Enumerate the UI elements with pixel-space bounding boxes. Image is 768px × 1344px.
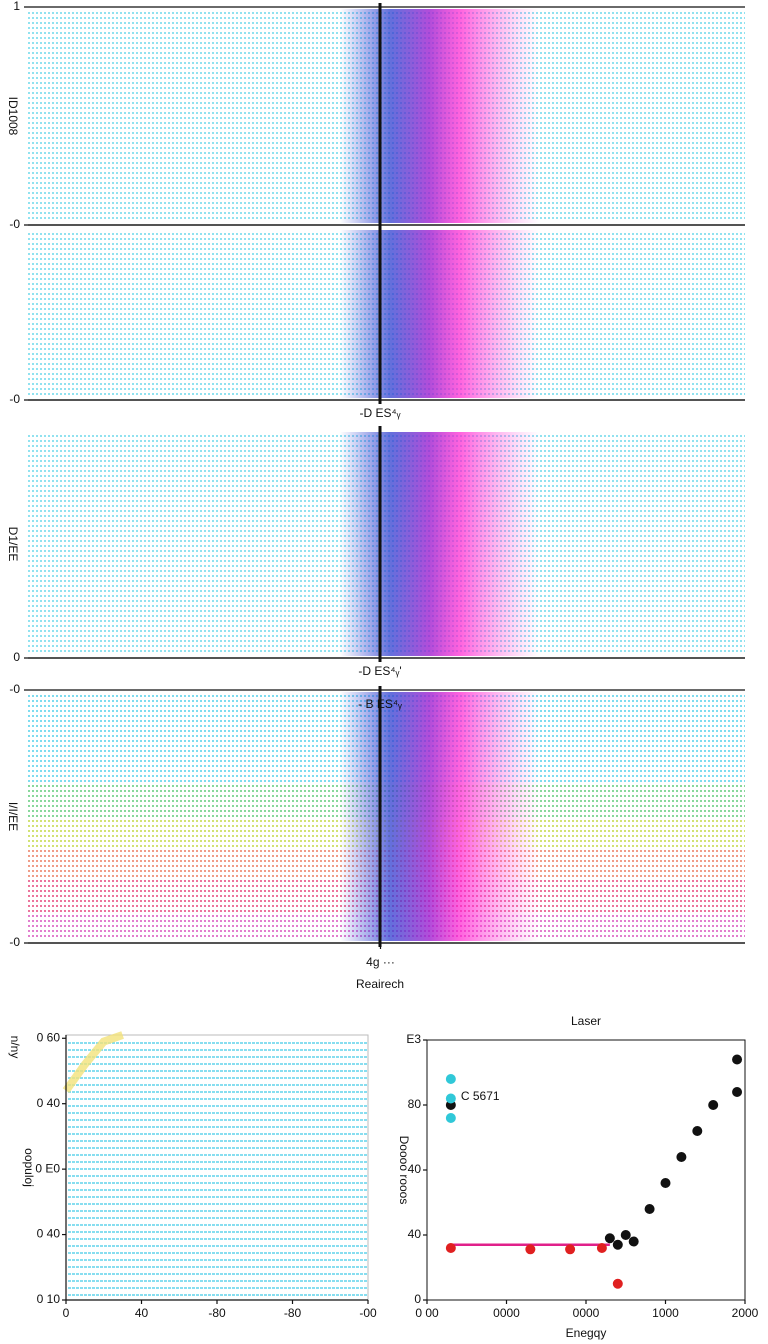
point [525, 1244, 536, 1255]
point [620, 1230, 631, 1240]
corner-label: n/ny [8, 1036, 22, 1059]
y-axis-label: oopuloj [22, 1148, 36, 1187]
field-plume [340, 692, 540, 941]
field-texture [28, 224, 745, 404]
y-tick-label: -0 [9, 217, 20, 231]
point [445, 1113, 456, 1123]
field-plume [340, 432, 540, 656]
plot-frame [426, 1039, 746, 1301]
y-tick-label: 0 [414, 1292, 421, 1306]
y-tick-label: -0 [9, 682, 20, 696]
point [692, 1126, 703, 1136]
y-tick-label: 0 60 [37, 1030, 61, 1044]
y-tick-label: 80 [408, 1097, 422, 1111]
annotation: C 5671 [461, 1089, 500, 1103]
x-axis-label: Reairech [356, 977, 404, 991]
x-tick-label: 0 [63, 1306, 70, 1320]
point [644, 1204, 655, 1214]
x-axis-label: Enegqy [566, 1326, 607, 1340]
y-tick-label: E3 [406, 1032, 421, 1046]
x-tick-label: 40 [135, 1306, 149, 1320]
field-texture [28, 3, 745, 229]
field-plume [340, 9, 540, 223]
x-tick-label: 4g ··· [366, 955, 395, 969]
x-tick-label: -80 [284, 1306, 302, 1320]
point [445, 1243, 456, 1253]
x-tick-label: 0 00 [415, 1306, 439, 1320]
field-plume [340, 230, 540, 398]
y-axis-label: D1/EE [6, 527, 20, 562]
x-tick-label: -80 [208, 1306, 226, 1320]
point [732, 1087, 743, 1097]
point [660, 1178, 671, 1188]
y-tick-label: 0 40 [37, 1096, 61, 1110]
point [565, 1244, 576, 1255]
y-tick-label: 0 40 [37, 1227, 61, 1241]
field-texture [28, 426, 745, 662]
point [612, 1278, 623, 1289]
x-tick-label: 0000 [493, 1306, 520, 1320]
y-tick-label: -0 [9, 935, 20, 949]
field-texture [28, 686, 745, 947]
y-axis-label: ID1008 [6, 97, 20, 136]
x-tick-label: 2000 [732, 1306, 759, 1320]
x-tick-label: 1000 [652, 1306, 679, 1320]
y-tick-label: 1 [13, 0, 20, 13]
point [708, 1100, 719, 1110]
y-tick-label: 40 [408, 1162, 422, 1176]
chart-title: Laser [571, 1014, 601, 1028]
point [604, 1233, 615, 1244]
panel-subtitle: -D ES⁴ᵧ [359, 406, 400, 420]
line [62, 1031, 124, 1093]
y-tick-label: 0 E0 [35, 1161, 60, 1175]
y-axis-label: I/I/EE [6, 802, 20, 831]
y-tick-label: 0 [13, 650, 20, 664]
point [628, 1236, 639, 1247]
x-tick-label: -00 [359, 1306, 377, 1320]
y-tick-label: 40 [408, 1227, 422, 1241]
point [676, 1152, 687, 1162]
y-axis-label: Doooo rooos [397, 1136, 411, 1205]
point [596, 1243, 607, 1253]
point [612, 1239, 623, 1250]
y-tick-label: 0 10 [37, 1292, 61, 1306]
point [445, 1093, 456, 1104]
panel-subtitle: -D ES⁴ᵧ' [358, 664, 401, 678]
panel-title: - B ES⁴ᵧ [358, 697, 402, 711]
x-tick-label: 0000 [573, 1306, 600, 1320]
point [732, 1054, 743, 1065]
y-tick-label: -0 [9, 392, 20, 406]
point [445, 1074, 456, 1084]
